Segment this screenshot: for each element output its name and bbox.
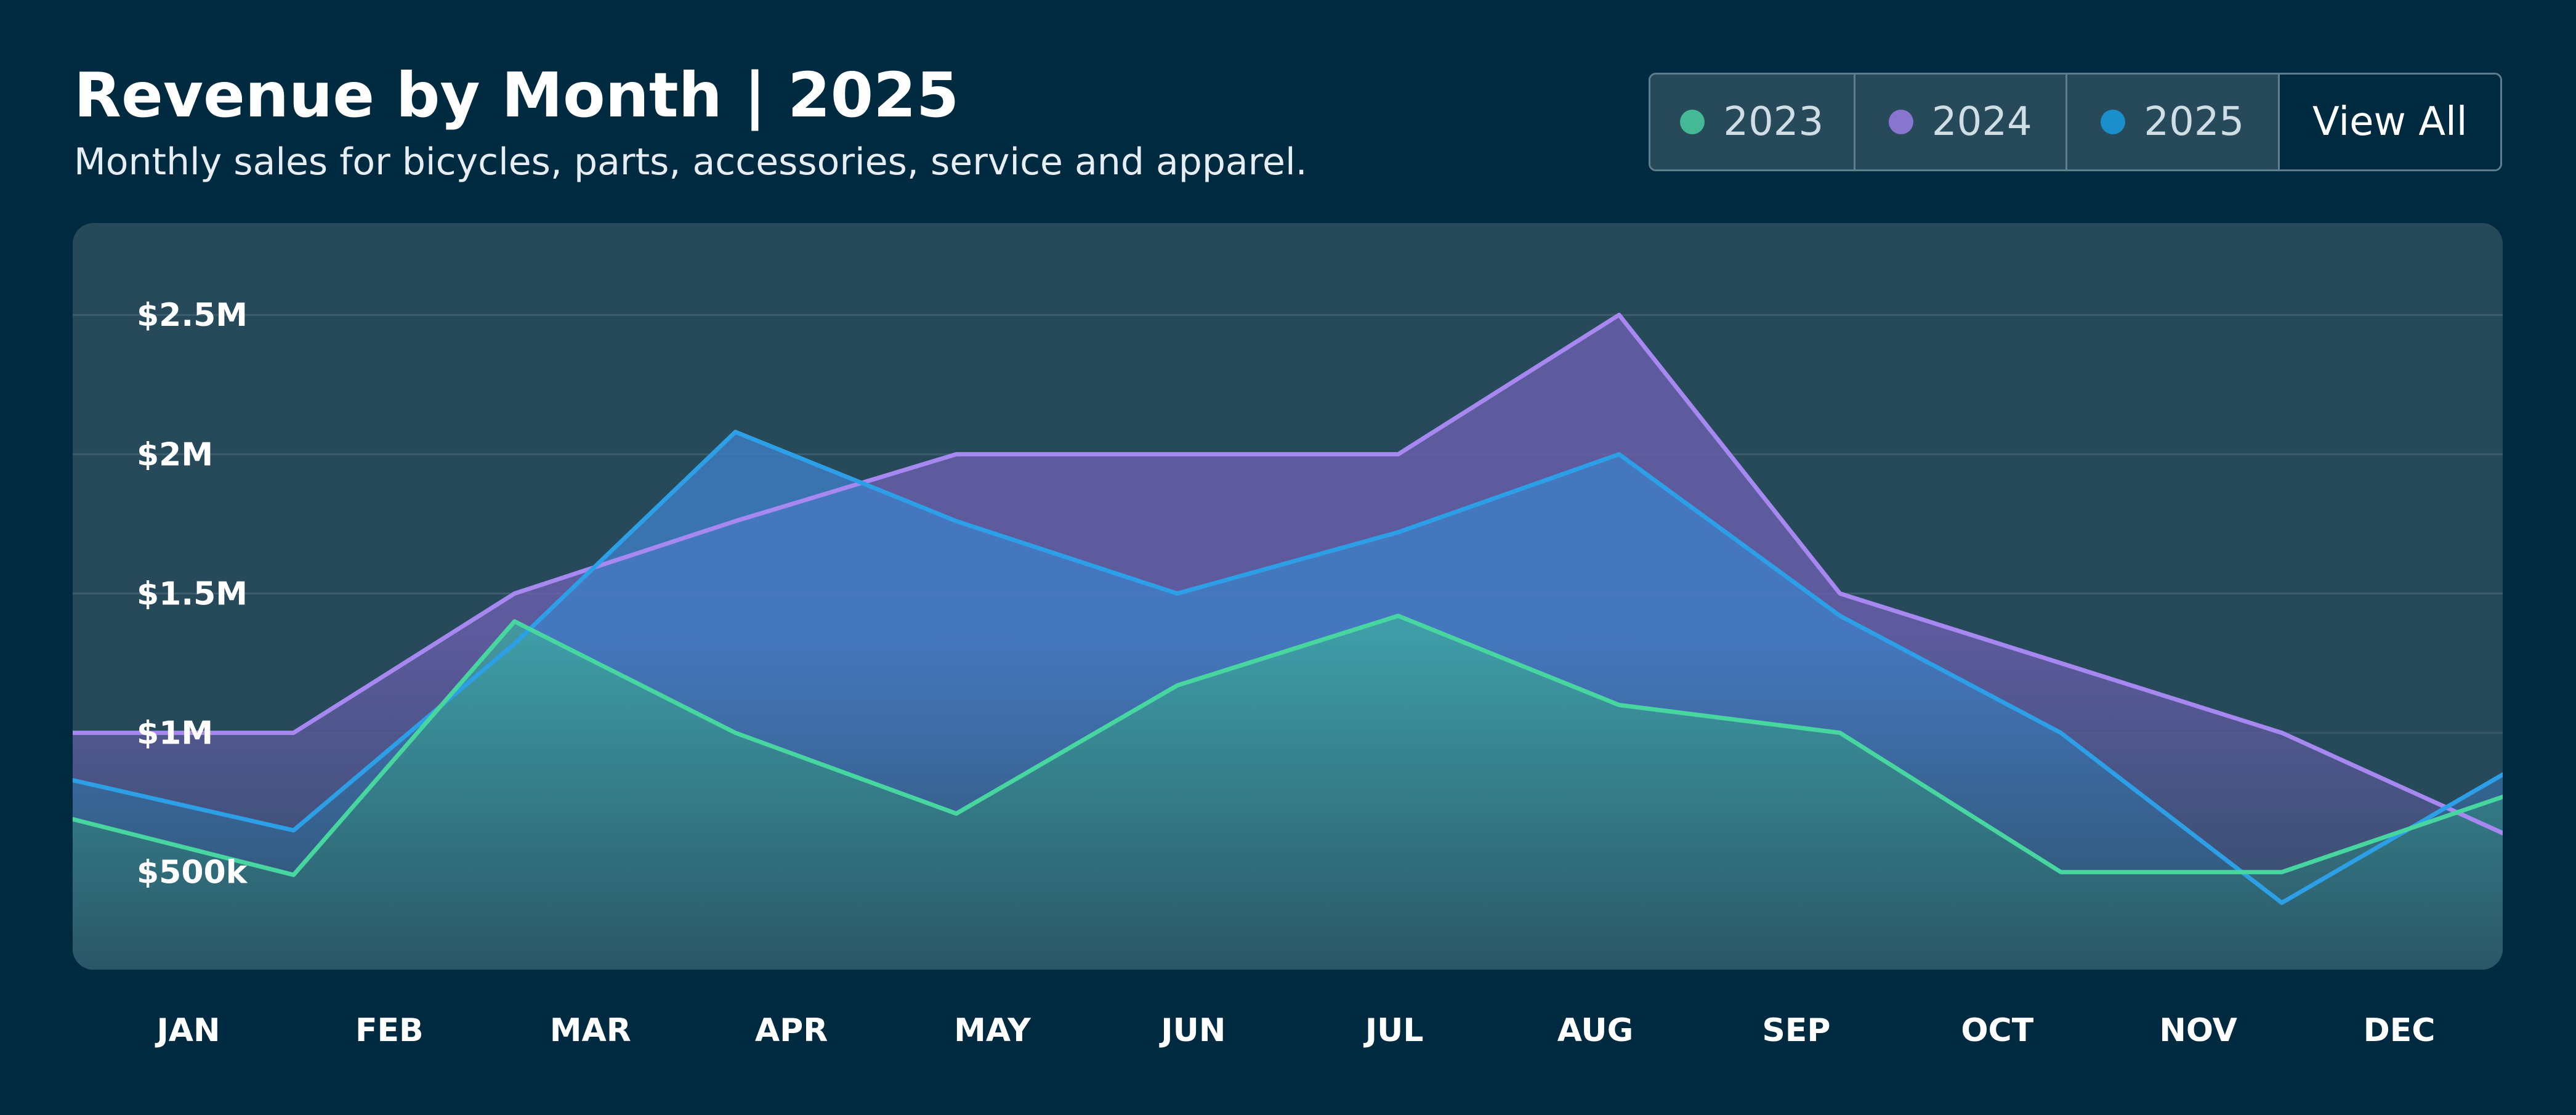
series-line-2024 <box>73 312 2503 835</box>
x-tick-label: SEP <box>1762 1012 1830 1049</box>
x-tick-label: JUN <box>1159 1012 1225 1049</box>
x-tick-label: JUL <box>1363 1012 1424 1049</box>
legend-label: 2024 <box>1931 99 2032 145</box>
x-tick-label: AUG <box>1557 1012 1634 1049</box>
y-tick-label: $500k <box>137 854 248 891</box>
series-lines <box>73 312 2503 905</box>
x-tick-label: OCT <box>1961 1012 2033 1049</box>
series-line-2025 <box>73 429 2503 905</box>
legend-dot-icon <box>1680 110 1705 134</box>
view-all-button[interactable]: View All <box>2279 75 2500 169</box>
series-line-2023 <box>73 614 2503 877</box>
x-tick-label: APR <box>755 1012 828 1049</box>
bottom-fade <box>73 223 2503 970</box>
x-tick-label: NOV <box>2159 1012 2237 1049</box>
x-tick-label: MAR <box>550 1012 631 1049</box>
legend-toggle-group: 2023 2024 2025 View All <box>1649 73 2502 171</box>
legend-dot-icon <box>2101 110 2126 134</box>
x-tick-label: MAY <box>954 1012 1032 1049</box>
y-tick-label: $1M <box>137 715 213 752</box>
chart-title: Revenue by Month | 2025 <box>74 59 959 131</box>
legend-item-2023[interactable]: 2023 <box>1650 75 1855 169</box>
legend-item-2024[interactable]: 2024 <box>1855 75 2068 169</box>
y-axis-ticks: $500k $1M $1.5M $2M $2.5M <box>137 297 248 891</box>
legend-dot-icon <box>1888 110 1913 134</box>
view-all-label: View All <box>2312 99 2468 145</box>
y-tick-label: $2M <box>137 436 213 473</box>
x-tick-label: FEB <box>355 1012 424 1049</box>
x-tick-label: DEC <box>2364 1012 2436 1049</box>
y-tick-label: $1.5M <box>137 575 248 612</box>
y-tick-label: $2.5M <box>137 297 248 334</box>
chart-subtitle: Monthly sales for bicycles, parts, acces… <box>74 140 1307 184</box>
x-tick-label: JAN <box>155 1012 220 1049</box>
legend-label: 2023 <box>1723 99 1824 145</box>
x-axis-ticks: JAN FEB MAR APR MAY JUN JUL AUG SEP OCT NOV DEC <box>155 1012 2435 1049</box>
legend-label: 2025 <box>2144 99 2245 145</box>
legend-item-2025[interactable]: 2025 <box>2067 75 2280 169</box>
